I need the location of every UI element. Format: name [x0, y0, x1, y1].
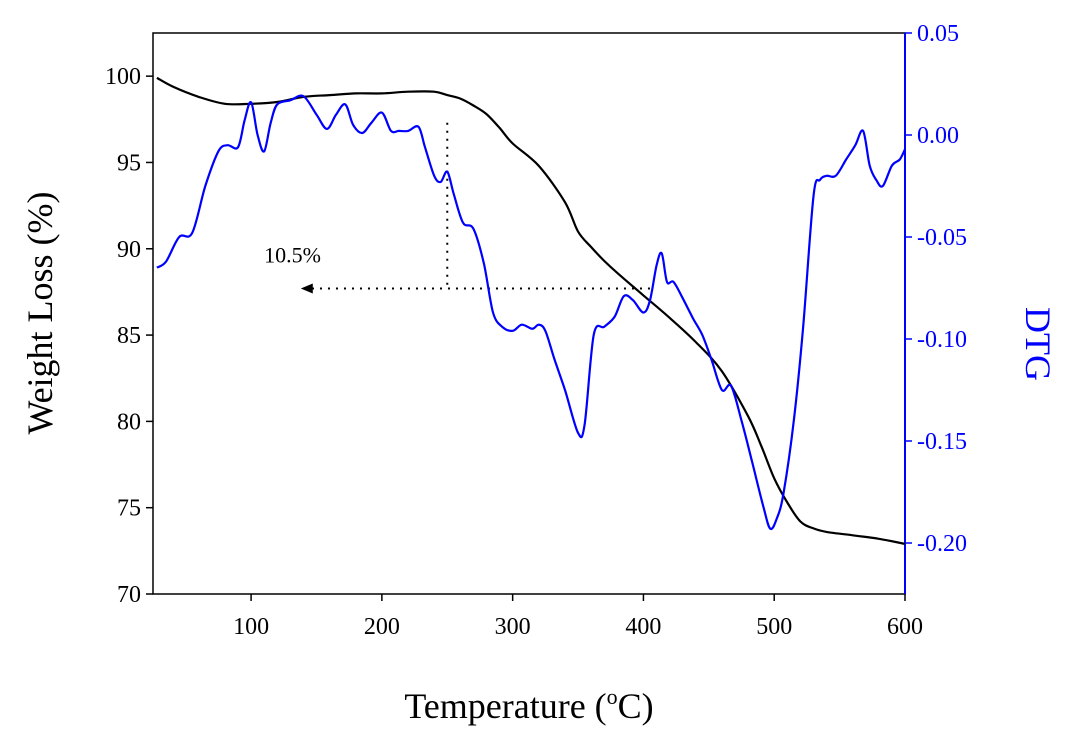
y-left-tick-label-100: 100: [105, 64, 141, 90]
y-left-tick-label-70: 70: [117, 582, 141, 608]
y-right-tick-label-3: -0.05: [917, 225, 967, 251]
dtg-series-line: [156, 94, 906, 531]
y-left-tick-label-95: 95: [117, 150, 141, 176]
x-axis: 100 200 300 400 500 600: [233, 594, 923, 640]
right-y-axis-title: DTG: [1018, 307, 1058, 381]
y-left-tick-label-80: 80: [117, 409, 141, 435]
left-y-axis: 70 75 80 85 90 95 100: [105, 64, 153, 608]
y-right-tick-label-5: 0.05: [917, 21, 959, 47]
x-tick-label-100: 100: [233, 614, 269, 640]
x-tick-label-600: 600: [887, 614, 923, 640]
x-tick-label-400: 400: [625, 614, 661, 640]
y-right-tick-label-2: -0.10: [917, 327, 967, 353]
left-y-axis-title: Weight Loss (%): [20, 191, 60, 434]
x-axis-title-unit: C): [618, 686, 654, 726]
x-axis-title-main: Temperature (: [404, 686, 606, 726]
x-tick-label-200: 200: [364, 614, 400, 640]
mass-loss-annotation: [300, 122, 650, 294]
x-axis-title: Temperature (oC): [404, 684, 653, 726]
weight-loss-series-line: [156, 76, 906, 545]
arrowhead-left-icon: [300, 283, 313, 294]
x-tick-label-300: 300: [495, 614, 531, 640]
y-left-tick-label-85: 85: [117, 323, 141, 349]
y-left-tick-label-75: 75: [117, 496, 141, 522]
annotation-label: 10.5%: [264, 243, 321, 268]
x-tick-label-500: 500: [756, 614, 792, 640]
series-layer: [156, 76, 906, 545]
y-right-tick-label-0: -0.20: [917, 531, 967, 557]
y-left-tick-label-90: 90: [117, 237, 141, 263]
right-y-axis: -0.20 -0.15 -0.10 -0.05 0.00 0.05: [905, 21, 967, 557]
x-axis-title-degree: o: [607, 684, 618, 709]
y-right-tick-label-4: 0.00: [917, 123, 959, 149]
y-right-tick-label-1: -0.15: [917, 429, 967, 455]
